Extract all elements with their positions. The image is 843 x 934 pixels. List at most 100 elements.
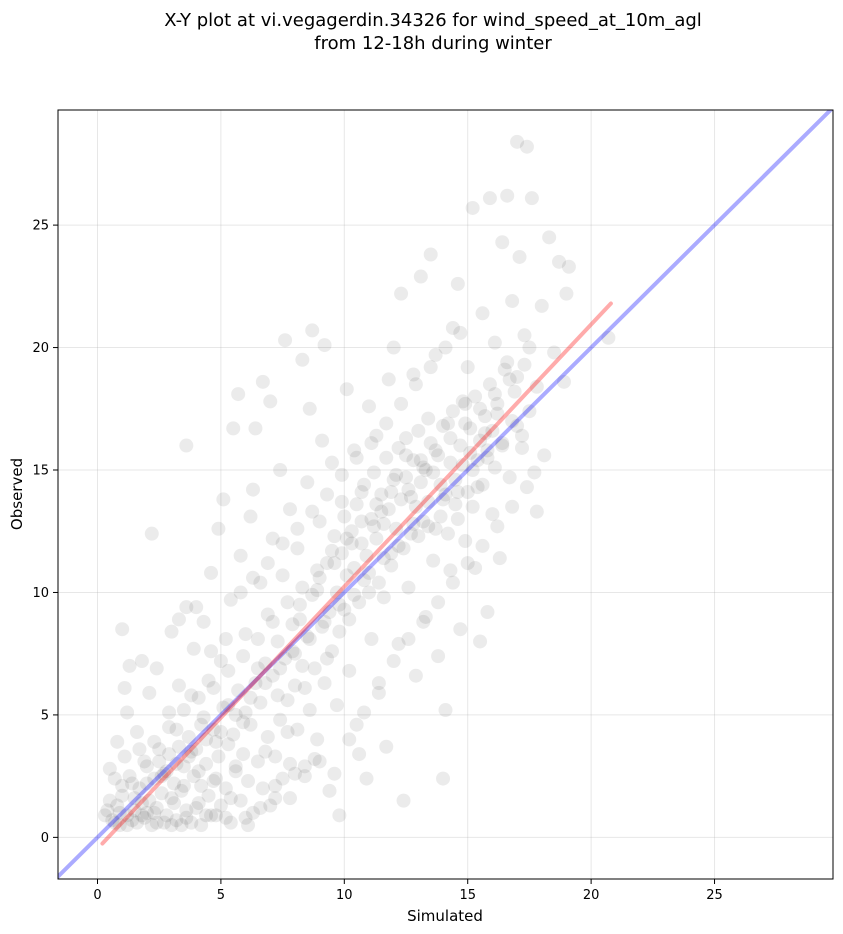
scatter-point bbox=[127, 803, 142, 818]
scatter-point bbox=[445, 320, 460, 335]
scatter-point bbox=[162, 720, 177, 735]
scatter-point bbox=[320, 487, 335, 502]
scatter-point bbox=[236, 715, 251, 730]
scatter-point bbox=[275, 536, 290, 551]
scatter-point bbox=[157, 766, 172, 781]
scatter-point bbox=[189, 742, 204, 757]
y-tick-label: 15 bbox=[32, 464, 49, 479]
scatter-point bbox=[263, 798, 278, 813]
scatter-point bbox=[110, 734, 125, 749]
scatter-point bbox=[285, 617, 300, 632]
scatter-point bbox=[458, 416, 473, 431]
scatter-point bbox=[176, 778, 191, 793]
scatter-point bbox=[171, 678, 186, 693]
scatter-point bbox=[473, 401, 488, 416]
scatter-point bbox=[416, 514, 431, 529]
scatter-point bbox=[275, 568, 290, 583]
scatter-point bbox=[152, 742, 167, 757]
scatter-point bbox=[179, 803, 194, 818]
x-axis-label: Simulated bbox=[407, 907, 483, 925]
scatter-point bbox=[495, 436, 510, 451]
scatter-point bbox=[159, 808, 174, 823]
scatter-point bbox=[344, 524, 359, 539]
scatter-point bbox=[300, 629, 315, 644]
scatter-point bbox=[241, 774, 256, 789]
scatter-point bbox=[512, 249, 527, 264]
scatter-point bbox=[297, 759, 312, 774]
scatter-point bbox=[233, 548, 248, 563]
scatter-point bbox=[295, 352, 310, 367]
scatter-point bbox=[505, 414, 520, 429]
scatter-point bbox=[433, 477, 448, 492]
scatter-point bbox=[369, 531, 384, 546]
scatter-point bbox=[431, 595, 446, 610]
scatter-point bbox=[258, 656, 273, 671]
scatter-point bbox=[352, 595, 367, 610]
scatter-point bbox=[245, 805, 260, 820]
scatter-point bbox=[134, 808, 149, 823]
scatter-point bbox=[438, 340, 453, 355]
scatter-point bbox=[502, 470, 517, 485]
scatter-point bbox=[125, 776, 140, 791]
scatter-point bbox=[176, 703, 191, 718]
scatter-point bbox=[211, 521, 226, 536]
scatter-point bbox=[132, 781, 147, 796]
scatter-point bbox=[196, 614, 211, 629]
scatter-point bbox=[102, 793, 117, 808]
scatter-point bbox=[334, 546, 349, 561]
scatter-point bbox=[556, 374, 571, 389]
scatter-point bbox=[324, 644, 339, 659]
scatter-point bbox=[470, 453, 485, 468]
scatter-point bbox=[107, 771, 122, 786]
scatter-point bbox=[399, 448, 414, 463]
scatter-point bbox=[142, 685, 157, 700]
scatter-point bbox=[485, 507, 500, 522]
scatter-point bbox=[482, 191, 497, 206]
scatter-point bbox=[270, 688, 285, 703]
scatter-point bbox=[327, 556, 342, 571]
scatter-point bbox=[206, 722, 221, 737]
x-tick-label: 5 bbox=[217, 888, 225, 903]
scatter-point bbox=[324, 543, 339, 558]
scatter-point bbox=[384, 558, 399, 573]
scatter-point bbox=[423, 247, 438, 262]
scatter-point bbox=[213, 725, 228, 740]
scatter-point bbox=[218, 781, 233, 796]
scatter-point bbox=[199, 756, 214, 771]
x-tick-label: 0 bbox=[93, 888, 101, 903]
scatter-point bbox=[176, 759, 191, 774]
scatter-point bbox=[519, 480, 534, 495]
scatter-point bbox=[292, 597, 307, 612]
scatter-point bbox=[196, 710, 211, 725]
scatter-point bbox=[213, 798, 228, 813]
scatter-point bbox=[468, 389, 483, 404]
scatter-point bbox=[268, 791, 283, 806]
scatter-point bbox=[253, 695, 268, 710]
scatter-point bbox=[354, 514, 369, 529]
scatter-point bbox=[305, 587, 320, 602]
scatter-point bbox=[396, 541, 411, 556]
scatter-point bbox=[320, 556, 335, 571]
scatter-point bbox=[391, 440, 406, 455]
scatter-point bbox=[453, 325, 468, 340]
identity-line bbox=[58, 110, 833, 879]
scatter-point bbox=[416, 460, 431, 475]
scatter-point bbox=[482, 377, 497, 392]
scatter-point bbox=[475, 538, 490, 553]
scatter-point bbox=[374, 487, 389, 502]
scatter-point bbox=[169, 756, 184, 771]
scatter-point bbox=[376, 590, 391, 605]
scatter-point bbox=[440, 526, 455, 541]
scatter-point bbox=[120, 705, 135, 720]
scatter-point bbox=[216, 700, 231, 715]
scatter-point bbox=[547, 345, 562, 360]
scatter-point bbox=[265, 668, 280, 683]
scatter-point bbox=[297, 680, 312, 695]
x-tick-label: 10 bbox=[336, 888, 353, 903]
scatter-point bbox=[297, 769, 312, 784]
scatter-point bbox=[208, 808, 223, 823]
scatter-point bbox=[342, 612, 357, 627]
scatter-point bbox=[290, 722, 305, 737]
scatter-point bbox=[327, 529, 342, 544]
scatter-point bbox=[436, 771, 451, 786]
